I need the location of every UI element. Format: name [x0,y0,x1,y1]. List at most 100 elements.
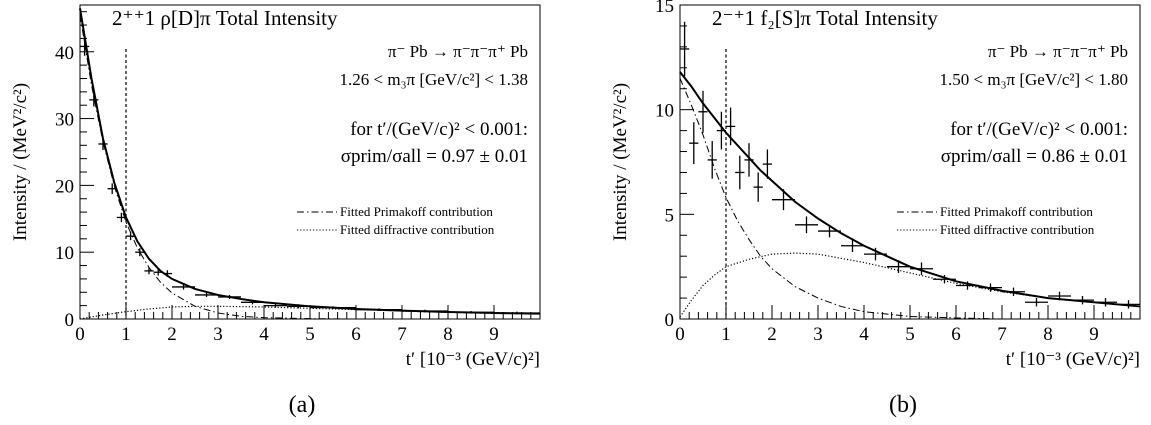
chart-panel-a: 0 1 2 3 4 5 6 7 8 9 0 10 20 30 40 2⁺⁺1 ρ[D]π Total In… [10,4,541,418]
data-point [1002,287,1025,296]
x-tick-label: 5 [305,324,315,345]
x-tick-label: 5 [905,324,915,345]
data-point [887,260,910,273]
legend-diffractive-label-b: Fitted diffractive contribution [940,222,1095,237]
data-point [933,275,956,284]
data-point [107,183,117,195]
data-point [241,300,264,305]
data-points-b [680,21,1140,309]
x-tick-label: 8 [1043,324,1053,345]
data-point [864,247,887,261]
legend-a: Fitted Primakoff contribution Fitted dif… [297,204,495,237]
panel-label-a: (a) [289,392,316,418]
data-point [818,224,841,238]
data-point [753,172,763,202]
x-tick-label: 6 [951,324,961,345]
chart-title-a: 2⁺⁺1 ρ[D]π Total Intensity [112,6,338,30]
y-tick-label: 10 [55,243,74,264]
data-point [1094,298,1117,307]
data-point [707,141,717,179]
ratio-label-a: σprim/σall = 0.97 ± 0.01 [341,146,528,167]
mass-range-label-b: 1.50 < m₃π [GeV/c²] < 1.80 [940,70,1128,89]
y-tick-label: 0 [665,310,675,331]
x-tick-label: 1 [721,324,731,345]
data-point [287,304,310,309]
data-point [1117,300,1140,309]
primakoff-curve [679,78,1140,320]
data-points-a [80,37,540,315]
reaction-label-b: π⁻ Pb → π⁻π⁻π⁺ Pb [988,42,1128,61]
data-point [126,232,136,241]
cut-label-a: for t′/(GeV/c)² < 0.001: [350,119,528,140]
x-tick-label: 7 [997,324,1007,345]
x-tick-label: 9 [489,324,499,345]
data-point [1048,291,1071,301]
chart-title-b: 2⁻⁺1 f₂[S]π Total Intensity [712,6,938,30]
y-axis-title-a: Intensity / (MeV²/c²) [10,83,31,241]
data-point [162,270,172,277]
x-tick-label: 2 [167,324,177,345]
data-point [172,284,195,290]
data-point [716,111,726,150]
x-tick-label: 0 [75,324,85,345]
y-tick-label: 30 [55,110,74,131]
data-point [772,189,795,211]
data-point [494,311,540,315]
data-point [98,137,108,150]
y-tick-label: 0 [65,310,75,331]
curves-b [679,71,1141,320]
reaction-label-a: π⁻ Pb → π⁻π⁻π⁺ Pb [388,42,528,61]
x-tick-label: 4 [859,324,869,345]
data-point [680,21,690,77]
data-point [264,303,287,308]
data-point [80,37,90,56]
data-point [1071,295,1094,305]
legend-primakoff-label-b: Fitted Primakoff contribution [940,204,1093,219]
x-axis-title-b: t′ [10⁻³ (GeV/c)²] [1006,349,1140,370]
y-axis-title-b: Intensity / (MeV²/c²) [610,83,631,241]
data-point [153,268,163,276]
y-tick-label: 15 [655,0,674,17]
y-tick-label: 10 [655,101,674,122]
x-tick-label: 8 [443,324,453,345]
data-point [762,149,772,179]
x-tick-label: 4 [259,324,269,345]
data-point [448,310,494,314]
data-point [310,306,356,309]
x-axis-ticks-b: 0 1 2 3 4 5 6 7 8 9 [675,305,1141,345]
data-point [956,281,979,290]
data-point [735,155,745,190]
data-point [144,267,154,275]
data-point [841,239,864,253]
data-point [218,294,241,299]
x-tick-label: 3 [213,324,223,345]
data-point [135,248,145,257]
legend-diffractive-label-a: Fitted diffractive contribution [340,222,495,237]
data-point [698,90,708,133]
mass-range-label-a: 1.26 < m₃π [GeV/c²] < 1.38 [340,70,528,89]
data-point [116,212,126,223]
data-point [726,107,736,146]
cut-label-b: for t′/(GeV/c)² < 0.001: [950,119,1128,140]
legend-primakoff-label-a: Fitted Primakoff contribution [340,204,493,219]
panel-label-b: (b) [889,392,917,418]
data-point [744,143,754,177]
data-point [979,283,1002,292]
legend-b: Fitted Primakoff contribution Fitted dif… [897,204,1095,237]
chart-panel-b: 0 1 2 3 4 5 6 7 8 9 0 5 10 15 2⁻⁺1 f₂[S]π Total Inte… [610,0,1141,418]
x-tick-label: 3 [813,324,823,345]
data-point [910,262,933,276]
data-point [1025,298,1048,307]
ratio-label-b: σprim/σall = 0.86 ± 0.01 [941,146,1128,167]
x-tick-label: 1 [121,324,131,345]
x-tick-label: 6 [351,324,361,345]
y-axis-ticks-b: 0 5 10 15 [655,0,694,331]
total-fit-curve [679,71,1141,308]
x-tick-label: 0 [675,324,685,345]
x-tick-label: 9 [1089,324,1099,345]
data-point [356,308,402,311]
y-tick-label: 20 [55,176,74,197]
data-point [195,292,218,297]
data-point [689,122,699,165]
y-tick-label: 5 [665,205,675,226]
